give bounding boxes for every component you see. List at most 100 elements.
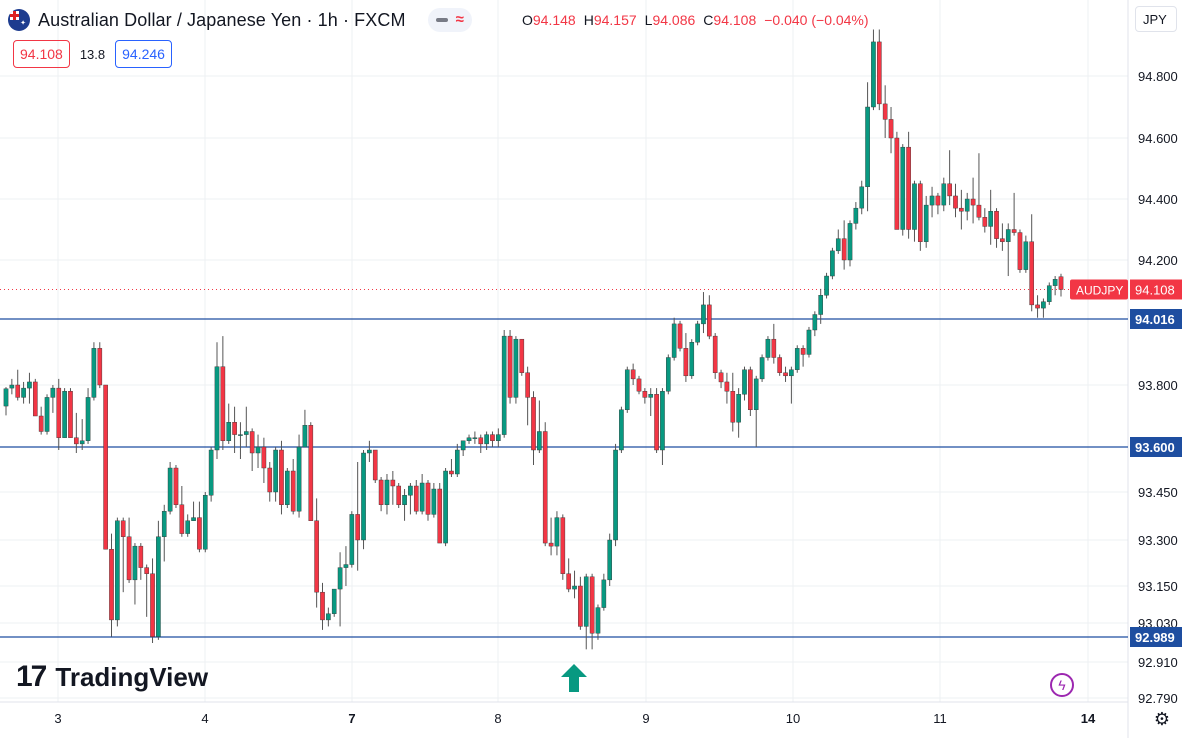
open-label: O: [522, 12, 533, 28]
candle-body: [970, 198, 976, 206]
tv-logo-icon: 17: [16, 660, 47, 693]
indicator-toggle[interactable]: ≈: [427, 8, 472, 32]
gear-icon[interactable]: ⚙: [1153, 709, 1171, 729]
candle-body: [443, 470, 448, 544]
candle-body: [115, 520, 120, 621]
candle-body: [730, 391, 736, 423]
candle-body: [900, 146, 906, 230]
candle-body: [202, 495, 208, 550]
candle-body: [1058, 276, 1064, 290]
candle-body: [935, 195, 941, 206]
candle-body: [507, 335, 513, 398]
candle-body: [888, 119, 894, 139]
level-label-bg: [1130, 627, 1182, 647]
level-label: 93.600: [1135, 440, 1175, 455]
candle-body: [384, 479, 390, 505]
candle-body: [531, 397, 536, 451]
candle-body: [542, 431, 548, 544]
candle-body: [396, 485, 402, 505]
candle-body: [871, 41, 876, 108]
candle-body: [308, 425, 314, 521]
candle-body: [326, 613, 331, 621]
open-value: 94.148: [532, 12, 576, 28]
candle-body: [132, 545, 138, 581]
australia-flag-icon: ✦: [8, 9, 30, 31]
currency-button[interactable]: JPY: [1135, 6, 1177, 32]
candle-body: [343, 564, 349, 568]
low-label: L: [644, 12, 653, 28]
candle-body: [91, 348, 97, 398]
candle-body: [120, 520, 126, 537]
close-label: C: [703, 12, 714, 28]
candle-body: [290, 470, 296, 512]
candle-body: [437, 488, 443, 544]
price-tick-label: 93.450: [1138, 485, 1178, 500]
candle-body: [918, 183, 923, 242]
ohlc-readout: O94.148 H94.157 L94.086 C94.108 −0.040 (…: [522, 12, 869, 28]
candle-body: [472, 437, 478, 439]
candle-body: [630, 369, 636, 380]
candle-body: [742, 369, 747, 395]
candle-body: [841, 238, 847, 261]
candle-body: [947, 183, 952, 197]
candle-body: [724, 381, 730, 392]
candle-body: [929, 195, 935, 206]
candle-body: [654, 394, 659, 451]
candle-body: [677, 323, 683, 349]
date-tick-label: 7: [348, 711, 355, 726]
candle-body: [431, 488, 437, 515]
candle-body: [238, 434, 243, 436]
low-value: 94.086: [652, 12, 696, 28]
symbol-label: AUDJPY: [1076, 284, 1123, 298]
lightning-icon[interactable]: ϟ: [1050, 673, 1074, 697]
candle-body: [601, 579, 607, 608]
candle-body: [554, 517, 560, 547]
candle-body: [923, 204, 929, 242]
candle-body: [824, 275, 829, 296]
candle-body: [976, 204, 982, 218]
candle-body: [589, 576, 595, 634]
candle-body: [959, 207, 964, 212]
symbol-title[interactable]: Australian Dollar / Japanese Yen · 1h · …: [38, 9, 406, 30]
plot-background: [0, 0, 1128, 702]
tradingview-logo[interactable]: 17 TradingView: [16, 660, 208, 694]
candle-body: [765, 338, 771, 358]
candle-body: [79, 440, 85, 445]
candle-body: [830, 250, 835, 277]
candle-body: [103, 384, 108, 550]
candle-body: [21, 387, 26, 398]
candle-body: [126, 536, 132, 581]
candle-body: [150, 573, 155, 637]
sell-button[interactable]: 94.108: [13, 40, 70, 68]
high-label: H: [583, 12, 594, 28]
candle-body: [613, 449, 618, 541]
buy-button[interactable]: 94.246: [115, 40, 172, 68]
candle-body: [454, 449, 460, 475]
candle-body: [372, 449, 378, 481]
candle-body: [85, 397, 91, 441]
level-label: 92.989: [1135, 630, 1175, 645]
candle-body: [513, 338, 519, 398]
candle-body: [794, 348, 800, 370]
candle-body: [261, 446, 267, 469]
candle-body: [425, 482, 431, 515]
candle-body: [484, 434, 489, 445]
candle-body: [156, 536, 161, 637]
candle-body: [665, 357, 671, 392]
candle-body: [1011, 229, 1017, 233]
candle-body: [1000, 238, 1005, 242]
candle-body: [50, 387, 56, 398]
candle-body: [595, 607, 601, 634]
date-tick-label: 10: [786, 711, 800, 726]
candle-body: [279, 449, 284, 505]
candle-body: [44, 397, 50, 432]
candle-body: [566, 573, 571, 590]
candle-body: [9, 384, 15, 389]
candle-body: [501, 335, 507, 435]
candle-body: [68, 391, 73, 438]
candle-body: [226, 422, 232, 442]
candle-body: [953, 195, 958, 209]
candle-body: [648, 394, 654, 398]
